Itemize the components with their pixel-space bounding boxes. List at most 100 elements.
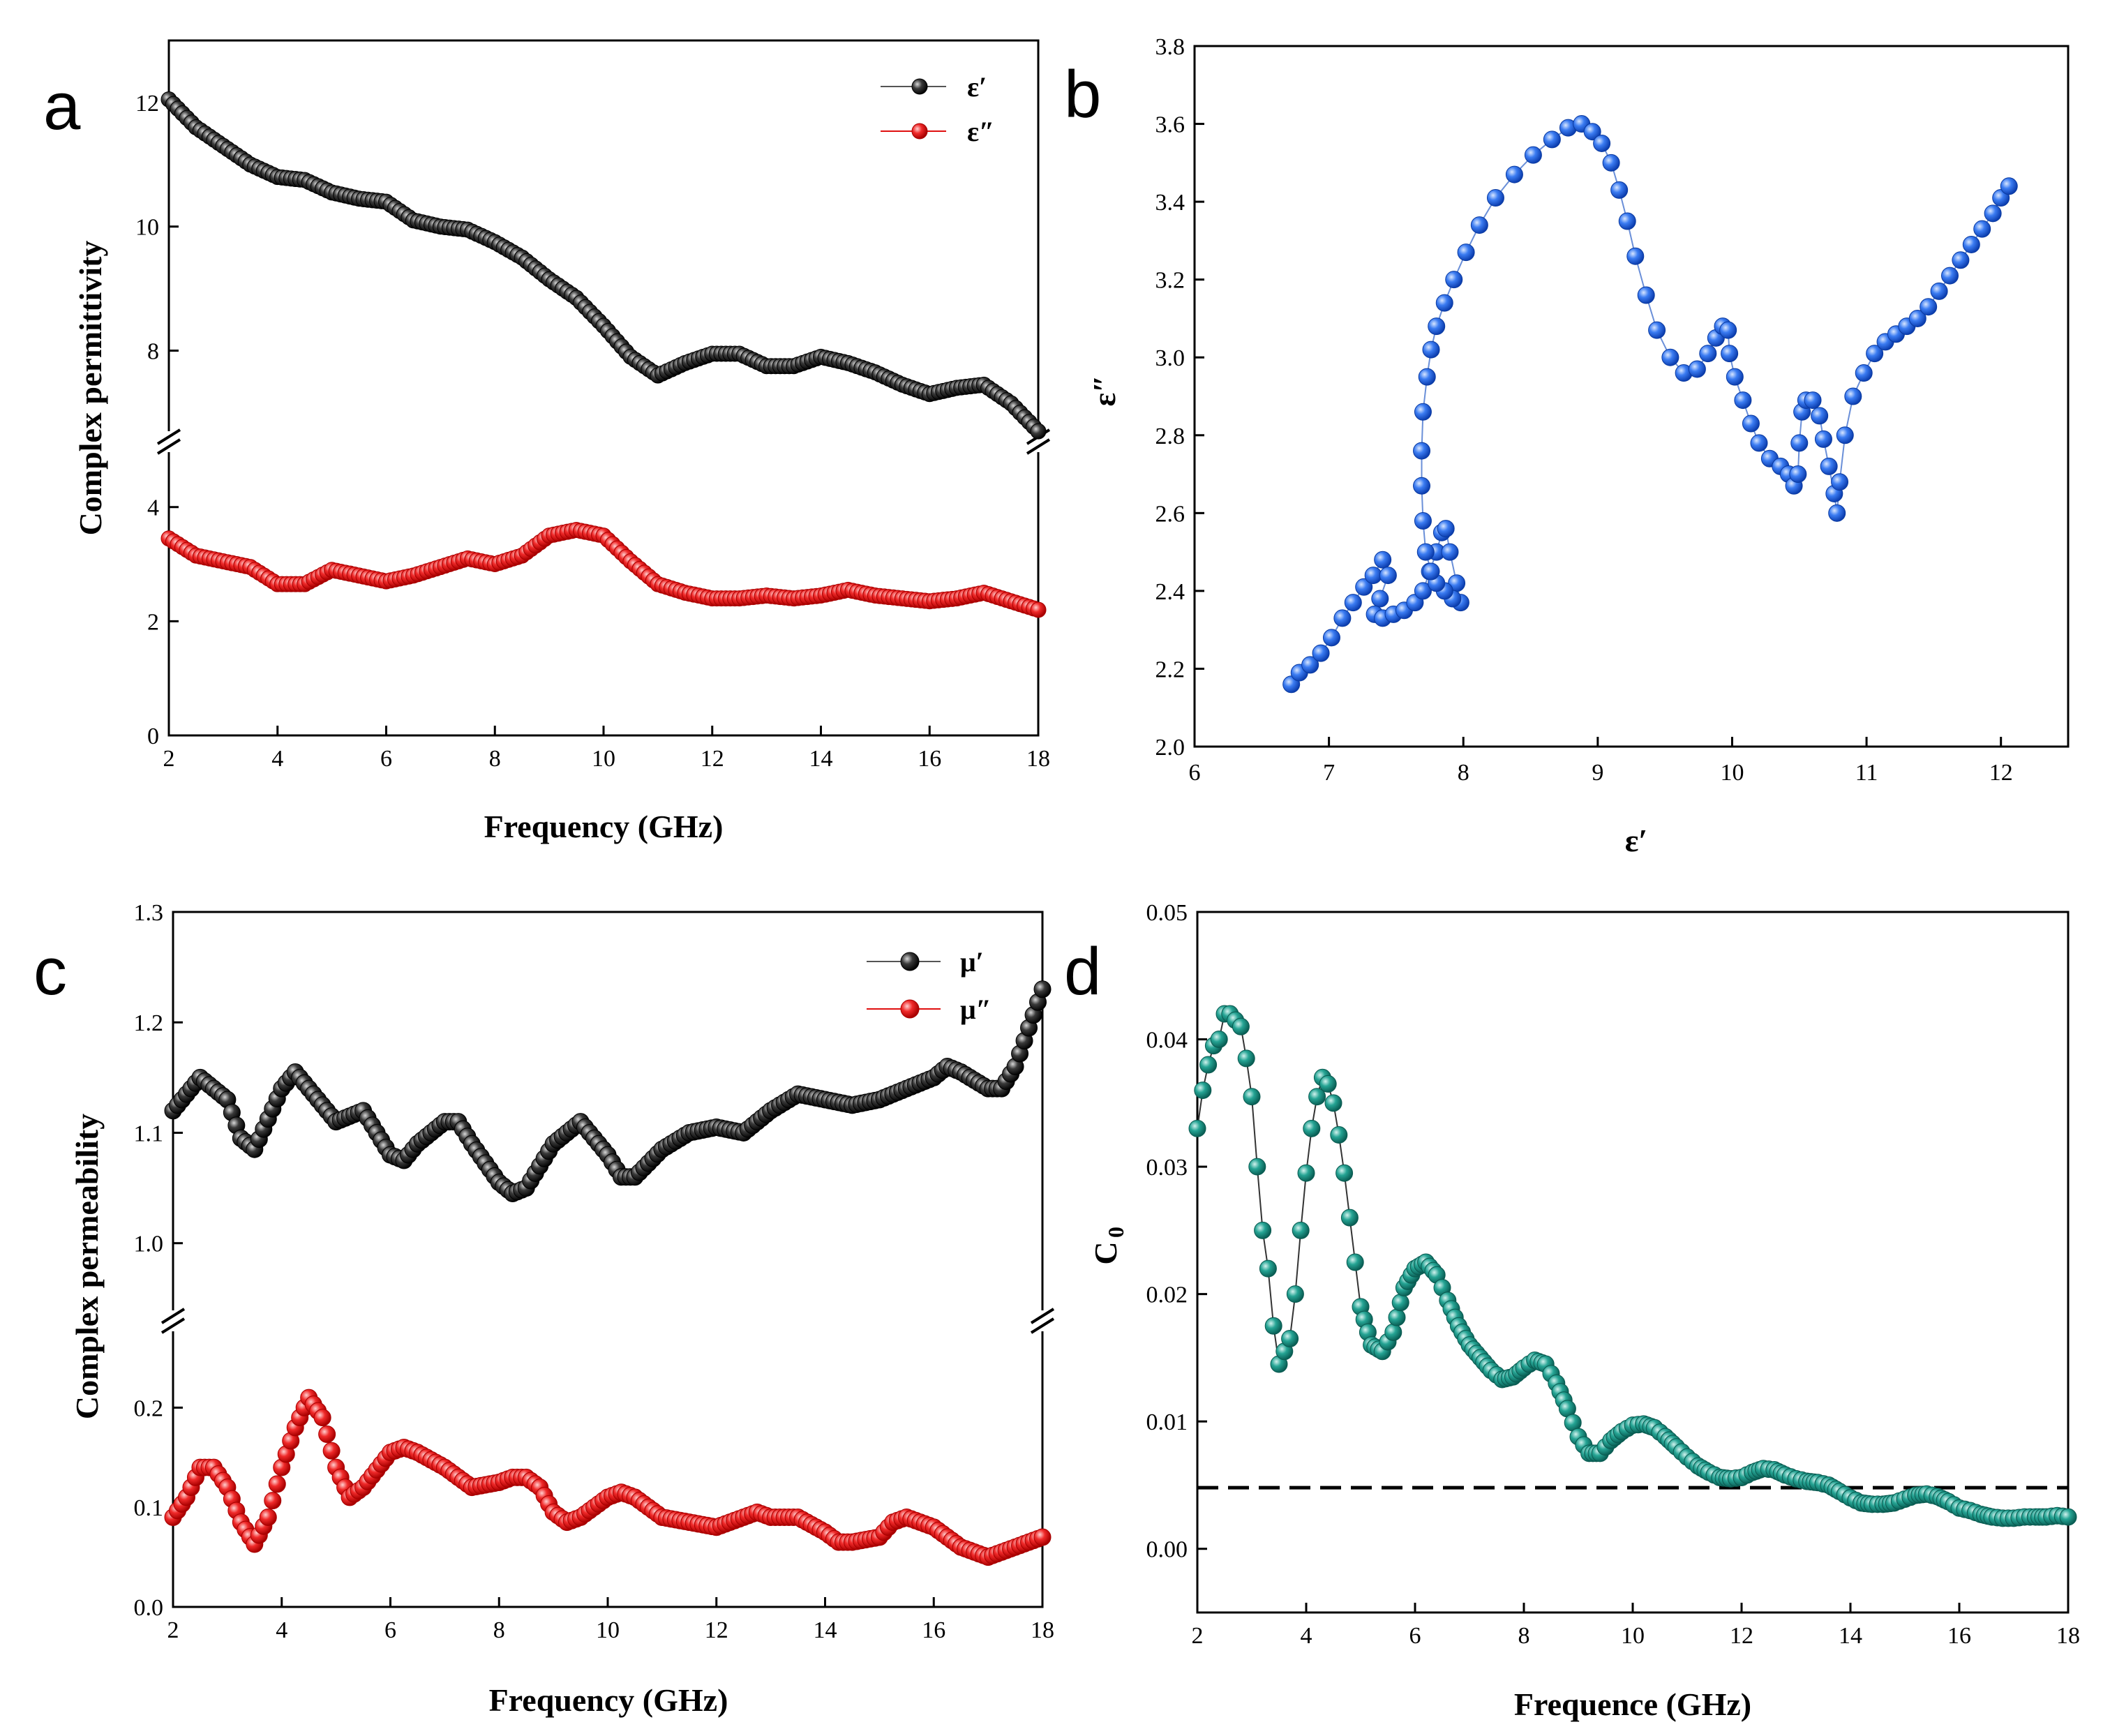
legend-entry-eps-real: ε′: [881, 71, 987, 103]
panel-b-frame: [1193, 45, 2070, 748]
eps-scatter-point: [1355, 578, 1373, 596]
legend-entry-mu-real: μ′: [867, 946, 984, 978]
c0-point: [1319, 1075, 1337, 1093]
panel-d-xtick-label: 10: [1621, 1623, 1645, 1649]
eps-scatter-point: [1637, 286, 1655, 304]
mu-imag-point: [313, 1409, 331, 1427]
eps-scatter-point: [1721, 345, 1739, 363]
c0-point: [1237, 1049, 1255, 1068]
panel-c-xtick-label: 18: [1031, 1617, 1054, 1643]
eps-scatter-point: [1984, 204, 2002, 223]
eps-scatter-point: [1414, 403, 1432, 421]
eps-scatter-point: [1952, 251, 1970, 269]
panel-b-xtick-label: 7: [1323, 760, 1335, 786]
panel-d-ytick-label: 0.02: [1146, 1282, 1188, 1308]
eps-scatter-point: [1322, 629, 1340, 647]
mu-imag-point: [264, 1492, 282, 1510]
panel-b-ytick-label: 2.4: [1155, 579, 1185, 605]
eps-scatter-point: [1734, 391, 1752, 410]
c0-point: [1335, 1164, 1354, 1182]
legend-entry-eps-imag: ε″: [881, 116, 994, 147]
eps-scatter-point: [1750, 434, 1768, 452]
panel-b-xtick-label: 8: [1458, 760, 1469, 786]
panel-c-lower-ytick-label: 0.0: [134, 1595, 164, 1621]
eps-scatter-point: [1364, 567, 1382, 585]
panel-c-lower-ytick-label: 0.2: [134, 1395, 164, 1421]
panel-b-ytick-label: 2.0: [1155, 735, 1185, 761]
panel-b-ytick-label: 3.8: [1155, 34, 1185, 60]
panel-c-xtick-label: 14: [814, 1617, 837, 1643]
eps-scatter-point: [1661, 348, 1679, 366]
eps-scatter-point: [1414, 582, 1432, 600]
eps-scatter-point: [1543, 130, 1561, 149]
panel-a-lower-ytick-label: 4: [147, 495, 159, 521]
c0-point: [1264, 1317, 1282, 1335]
eps-scatter-point: [1413, 477, 1431, 495]
panel-c-xtick-label: 12: [705, 1617, 728, 1643]
panel-d: d 2 4 6 8 10 12 14 16 18 0.00 0.01 0.02 0.03 0.04 0.0…: [1064, 900, 2080, 1722]
eps-scatter-point: [1422, 341, 1440, 359]
c0-point: [1194, 1082, 1212, 1100]
panel-c-lower-ytick-label: 0.1: [134, 1495, 164, 1521]
panel-d-xtick-label: 4: [1301, 1623, 1312, 1649]
eps-scatter-point: [1626, 247, 1645, 265]
c0-point: [1303, 1119, 1321, 1137]
eps-scatter-point: [1648, 321, 1666, 339]
panel-b-xlabel: ε′: [1625, 823, 1648, 858]
panel-b-ytick-label: 3.2: [1155, 268, 1185, 294]
eps-scatter-point: [1814, 430, 1832, 448]
c0-point: [1308, 1088, 1326, 1106]
panel-b-xtick-label: 11: [1855, 760, 1878, 786]
eps-scatter-point: [1920, 298, 1938, 316]
eps-scatter-point: [1437, 520, 1455, 538]
eps-scatter-point: [1699, 345, 1717, 363]
mu-imag-point: [1033, 1528, 1052, 1546]
panel-b-ytick-label: 2.2: [1155, 657, 1185, 682]
eps-scatter-point: [1855, 364, 1873, 382]
panel-c-upper-ytick-label: 1.1: [134, 1121, 164, 1146]
eps-scatter-point: [1688, 360, 1706, 378]
panel-a-lower-ytick-label: 0: [147, 724, 159, 749]
eps-scatter-point: [1428, 317, 1446, 336]
panel-c-upper-ytick-label: 1.0: [134, 1232, 164, 1257]
panel-a-break-left: [156, 428, 181, 455]
eps-scatter-point: [1435, 294, 1453, 312]
eps-scatter-point: [1379, 567, 1397, 585]
eps-scatter-point: [1811, 407, 1829, 425]
mu-real-point: [1033, 980, 1052, 998]
panel-c-xtick-label: 16: [922, 1617, 945, 1643]
mu-imag-point: [268, 1475, 286, 1493]
panel-a-xtick-label: 18: [1026, 746, 1050, 772]
c0-point: [2059, 1508, 2077, 1526]
eps-scatter-point: [1416, 543, 1435, 561]
panel-d-xtick-label: 8: [1518, 1623, 1530, 1649]
c0-point: [1330, 1125, 1348, 1144]
panel-d-ylabel: C: [1088, 1241, 1123, 1264]
c0-point: [1281, 1330, 1299, 1348]
eps-scatter-point: [1719, 321, 1737, 339]
legend-label-mu-real: μ′: [960, 946, 984, 978]
panel-d-ytick-label: 0.00: [1146, 1537, 1188, 1563]
eps-scatter-point: [1618, 212, 1636, 230]
c0-point: [1199, 1056, 1218, 1074]
eps-scatter-point: [1790, 434, 1809, 452]
eps-scatter-point: [1844, 387, 1862, 405]
c0-point: [1384, 1323, 1402, 1341]
panel-b-ytick-label: 2.6: [1155, 501, 1185, 527]
eps-scatter-point: [1414, 511, 1432, 530]
panel-d-ytick-label: 0.03: [1146, 1155, 1188, 1181]
eps-scatter-point: [1524, 146, 1542, 164]
eps-scatter-point: [1930, 282, 1948, 300]
panel-a-xlabel: Frequency (GHz): [484, 809, 724, 844]
panel-b-xtick-label: 12: [1989, 760, 2013, 786]
panel-b-xtick-label: 6: [1189, 760, 1201, 786]
eps-scatter-point: [1831, 473, 1849, 491]
panel-a-xtick-label: 2: [163, 746, 175, 772]
c0-point: [1324, 1094, 1342, 1112]
eps-scatter-point: [1312, 644, 1330, 662]
panel-c-label: c: [33, 934, 67, 1009]
eps-scatter-point: [1828, 504, 1846, 522]
panel-d-ytick-label: 0.05: [1146, 900, 1188, 926]
panel-c: c 2 4 6 8 10 12 14 16 18 1.0 1.1 1.2 1.3 0.0 0.1 0.2 F…: [33, 900, 1055, 1718]
